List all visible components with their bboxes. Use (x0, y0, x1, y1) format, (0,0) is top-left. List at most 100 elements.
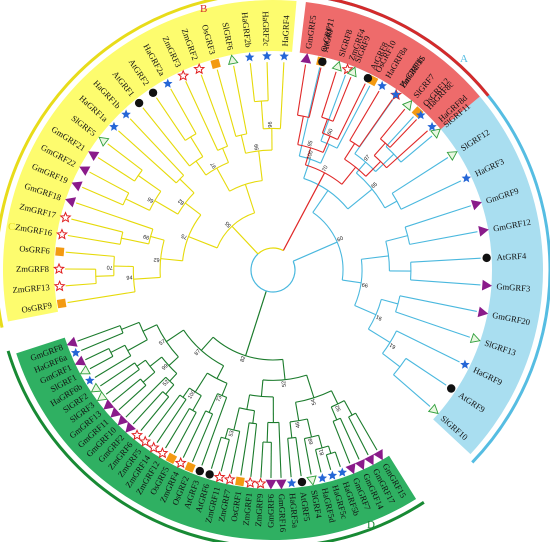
leaf-label: OsGRF1 (229, 491, 244, 523)
species-marker-zm-icon (55, 228, 68, 240)
species-marker-gm-icon (66, 336, 78, 347)
branch-line (396, 330, 460, 363)
bootstrap-label: 95 (307, 140, 315, 148)
branch-line (184, 202, 202, 216)
branch-line (121, 237, 149, 245)
branch-line (297, 116, 304, 145)
bootstrap-label: 99 (254, 144, 261, 151)
branch-line (188, 236, 218, 249)
branch-line (100, 362, 136, 387)
branch-line (221, 383, 228, 396)
branch-line (216, 69, 237, 137)
branch-line (89, 355, 114, 370)
branch-line (200, 336, 214, 351)
branch-line (142, 324, 158, 332)
species-marker-gm-icon (79, 166, 91, 176)
bootstrap-label: 70 (321, 165, 329, 173)
branch-line (298, 67, 321, 157)
bootstrap-label: 97 (363, 154, 372, 163)
species-marker-os-icon (56, 298, 67, 309)
branch-line (75, 202, 154, 230)
species-marker-zm-icon (156, 446, 169, 459)
bootstrap-label: 53 (228, 430, 235, 437)
branch-line (216, 167, 231, 192)
tree-branches (64, 62, 481, 478)
branch-line (355, 161, 367, 174)
species-marker-sl-icon (98, 136, 110, 147)
branch-line (282, 359, 286, 380)
species-marker-sl-icon (430, 128, 441, 139)
branch-line (110, 344, 126, 353)
species-marker-os-icon (210, 58, 221, 70)
species-marker-gm-icon (345, 463, 356, 475)
species-marker-at-icon (446, 384, 456, 393)
species-marker-sl-icon (346, 66, 357, 78)
leaf-label: GmGRF16 (277, 494, 288, 533)
branch-line (182, 387, 190, 398)
species-marker-sl-icon (228, 54, 239, 65)
branch-line (382, 353, 401, 368)
species-marker-zm-icon (53, 279, 66, 292)
branch-line (306, 374, 315, 398)
branch-line (142, 371, 156, 383)
branch-line (166, 329, 184, 343)
leaf-label: ZmGRF8 (16, 264, 49, 274)
branch-line (246, 394, 251, 410)
branch-line (224, 428, 229, 439)
branch-line (332, 421, 351, 464)
branch-line (266, 62, 269, 101)
species-marker-ha-icon (85, 375, 95, 385)
species-marker-sl-icon (79, 364, 91, 375)
bootstrap-label: 75 (180, 232, 188, 240)
species-marker-at-icon (148, 88, 158, 97)
species-marker-zm-icon (244, 476, 257, 488)
bootstrap-label: 66 (147, 195, 155, 203)
branch-line (168, 356, 179, 366)
branch-line (67, 234, 121, 245)
branch-line (405, 205, 471, 228)
branch-line (385, 235, 408, 242)
species-marker-sl-icon (306, 475, 317, 486)
species-marker-gm-icon (354, 458, 365, 470)
leaf-label: HaGRF2c (261, 11, 272, 46)
bootstrap-label: 55 (224, 220, 233, 229)
species-marker-gm-icon (470, 200, 482, 211)
species-marker-gm-icon (364, 454, 374, 466)
leaf-label: HaGRF5a (288, 493, 301, 529)
branch-line (385, 116, 414, 147)
branch-line (220, 439, 230, 472)
leaf-label: HaGRF2b (240, 12, 254, 48)
species-marker-zm-icon (193, 62, 206, 75)
branch-line (330, 390, 339, 405)
leaf-label: AtGRF5 (298, 491, 312, 522)
branch-line (233, 407, 240, 431)
branch-line (320, 74, 346, 142)
branch-line (312, 190, 329, 213)
branch-line (165, 408, 190, 449)
branch-line (165, 384, 175, 395)
branch-line (240, 134, 247, 154)
branch-line (400, 180, 462, 210)
branch-line (89, 171, 130, 194)
branch-line (405, 357, 447, 386)
branch-line (156, 399, 187, 443)
clade-sector-C (3, 0, 297, 322)
branch-line (320, 144, 330, 164)
bootstrap-label: 46 (295, 421, 302, 428)
branch-line (260, 379, 264, 397)
branch-line (410, 257, 481, 263)
branch-line (192, 395, 202, 411)
clade-label-D: D (367, 519, 375, 531)
bootstrap-label: 81 (318, 448, 325, 455)
leaf-label: ZmGRF1 (241, 492, 254, 526)
branch-line (230, 431, 241, 474)
branch-line (94, 355, 132, 378)
clade-stem (282, 172, 326, 251)
species-marker-sl-icon (331, 60, 342, 72)
branch-line (191, 413, 214, 462)
clade-arc-D (6, 350, 425, 542)
clade-sectors (3, 0, 543, 540)
branch-line (303, 158, 311, 179)
branch-line (315, 449, 322, 473)
